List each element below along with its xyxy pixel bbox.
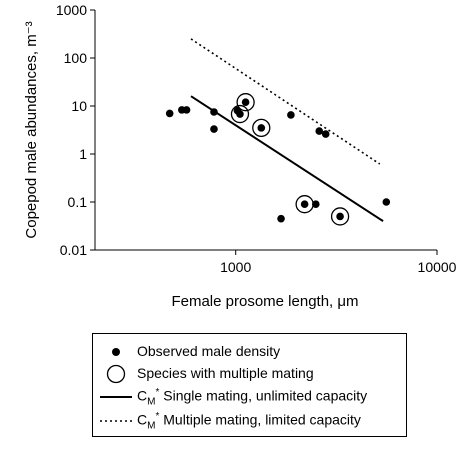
- observed-point: [287, 111, 295, 119]
- x-tick-label: 1000: [220, 259, 251, 275]
- multiple-mating-line: [190, 38, 381, 165]
- series-layer: [165, 38, 391, 226]
- observed-point: [382, 198, 391, 206]
- legend-label-observed: Observed male density: [137, 343, 281, 359]
- y-tick-label: 100: [64, 50, 88, 66]
- y-tick-label: 10: [71, 98, 87, 114]
- legend-superscript: *: [155, 387, 160, 398]
- observed-point: [277, 214, 285, 223]
- legend-item-single-line: CM* Single mating, unlimited capacity: [93, 386, 406, 407]
- y-tick-label: 1: [79, 146, 87, 162]
- multiple-mating-ring: [330, 207, 350, 226]
- x-tick-label: 10000: [418, 259, 457, 275]
- legend: Observed male density Species with multi…: [92, 333, 407, 437]
- legend-subscript: M: [147, 420, 156, 432]
- observed-point: [321, 130, 330, 138]
- legend-prefix: C: [137, 387, 148, 404]
- observed-point: [315, 127, 324, 135]
- legend-prefix: C: [137, 411, 148, 428]
- dotted-line-icon: [100, 420, 132, 422]
- legend-superscript: *: [155, 411, 160, 422]
- y-tick-label: 0.01: [60, 242, 87, 258]
- multiple-mating-ring: [230, 104, 250, 124]
- multiple-mating-ring: [236, 93, 255, 112]
- legend-item-multiple: Species with multiple mating: [93, 364, 406, 384]
- observed-point: [182, 106, 191, 114]
- observed-point: [312, 200, 320, 208]
- legend-label-single: CM* Single mating, unlimited capacity: [137, 387, 367, 407]
- multiple-mating-ring: [252, 118, 271, 138]
- legend-item-multiple-line: CM* Multiple mating, limited capacity: [93, 410, 406, 431]
- observed-point: [236, 110, 244, 118]
- legend-text: Single mating, unlimited capacity: [159, 387, 368, 404]
- chart-svg: 0.01 0.1 1 10 100 1000 1000 10000 Female prosom…: [23, 2, 457, 310]
- observed-point: [241, 98, 250, 106]
- observed-point: [300, 200, 309, 208]
- y-axis-title: Copepod male abundances, m⁻³: [23, 21, 40, 238]
- solid-line-icon: [100, 396, 132, 398]
- observed-point: [336, 212, 344, 221]
- legend-text: Multiple mating, limited capacity: [159, 411, 361, 428]
- observed-point: [257, 124, 266, 132]
- y-tick-label: 1000: [56, 2, 87, 18]
- filled-circle-marker-icon: [112, 348, 120, 356]
- multiple-mating-ring: [295, 195, 314, 214]
- legend-label-multiple-limited: CM* Multiple mating, limited capacity: [137, 411, 361, 431]
- single-mating-line: [190, 95, 384, 222]
- y-tick-label: 0.1: [68, 194, 88, 210]
- x-axis-title: Female prosome length, μm: [171, 293, 358, 310]
- observed-point: [165, 109, 174, 118]
- open-circle-marker-icon: [106, 364, 126, 384]
- legend-subscript: M: [147, 396, 156, 408]
- legend-item-observed: Observed male density: [93, 342, 406, 362]
- observed-point: [210, 125, 218, 133]
- axes: 0.01 0.1 1 10 100 1000 1000 10000: [56, 2, 457, 275]
- legend-label-multiple: Species with multiple mating: [137, 365, 314, 381]
